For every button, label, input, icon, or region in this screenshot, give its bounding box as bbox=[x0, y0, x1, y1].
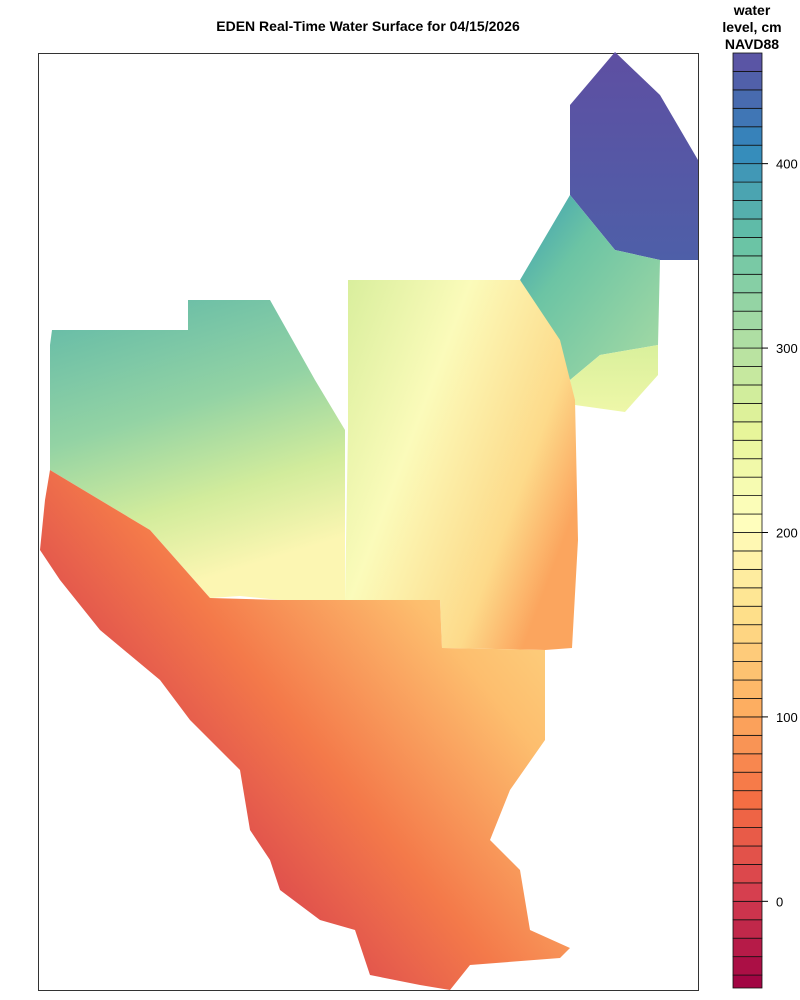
legend-band bbox=[732, 679, 763, 699]
legend-band bbox=[732, 845, 763, 865]
legend-ticks: 0 100 200 300 400 bbox=[762, 157, 798, 909]
legend-band bbox=[732, 956, 763, 976]
legend-band bbox=[732, 200, 763, 220]
legend-title-line: level, cm bbox=[722, 19, 782, 35]
legend-band bbox=[732, 753, 763, 773]
legend-band bbox=[732, 181, 763, 201]
legend-band bbox=[732, 974, 763, 989]
legend-band bbox=[732, 661, 763, 681]
legend-title-line: NAVD88 bbox=[724, 36, 780, 52]
legend-tick-label: 100 bbox=[776, 710, 798, 725]
legend-band bbox=[732, 716, 763, 736]
legend-tick-label: 0 bbox=[776, 894, 783, 909]
legend-tick-label: 400 bbox=[776, 157, 798, 172]
legend-band bbox=[732, 568, 763, 589]
legend-band bbox=[732, 218, 763, 238]
legend-band bbox=[732, 734, 763, 755]
legend-band bbox=[732, 476, 763, 497]
legend-tick-label: 200 bbox=[776, 525, 798, 540]
legend-band bbox=[732, 771, 763, 792]
legend-band bbox=[732, 347, 763, 367]
legend-band bbox=[732, 642, 763, 662]
region-south bbox=[40, 470, 570, 990]
legend-band bbox=[732, 698, 763, 718]
legend-band bbox=[732, 587, 763, 607]
legend-band bbox=[732, 439, 763, 460]
legend-band bbox=[732, 513, 763, 533]
legend-band bbox=[732, 919, 763, 939]
legend-band bbox=[732, 864, 763, 884]
legend-band bbox=[732, 900, 763, 921]
legend-band bbox=[732, 458, 763, 478]
legend-band bbox=[732, 366, 763, 386]
map-title: EDEN Real-Time Water Surface for 04/15/2… bbox=[216, 18, 520, 34]
legend-band bbox=[732, 126, 763, 146]
region-northeast bbox=[570, 52, 698, 260]
legend-band bbox=[732, 937, 763, 958]
legend-band bbox=[732, 71, 763, 91]
legend-band bbox=[732, 329, 763, 349]
legend-tick-label: 300 bbox=[776, 341, 798, 356]
legend-title-line: water bbox=[733, 2, 771, 18]
legend-band bbox=[732, 532, 763, 552]
legend-band bbox=[732, 237, 763, 257]
region-central bbox=[345, 280, 578, 650]
legend-band bbox=[732, 827, 763, 847]
legend-band bbox=[732, 624, 763, 644]
legend-band bbox=[732, 310, 763, 331]
legend-band bbox=[732, 495, 763, 515]
legend-band bbox=[732, 808, 763, 828]
legend-band bbox=[732, 292, 763, 312]
legend-band bbox=[732, 384, 763, 404]
legend-band bbox=[732, 52, 763, 72]
legend-band bbox=[732, 550, 763, 570]
legend-band bbox=[732, 163, 763, 183]
region-east-small bbox=[570, 345, 658, 412]
legend-band bbox=[732, 107, 763, 128]
legend-band bbox=[732, 605, 763, 626]
legend-band bbox=[732, 89, 763, 109]
legend-color-bar bbox=[732, 52, 763, 989]
legend-band bbox=[732, 421, 763, 441]
legend-title: water level, cm NAVD88 bbox=[712, 2, 792, 53]
region-northwest bbox=[50, 300, 345, 600]
legend-band bbox=[732, 882, 763, 902]
legend-band bbox=[732, 402, 763, 423]
legend-band bbox=[732, 144, 763, 165]
map-frame bbox=[38, 53, 699, 991]
legend-band bbox=[732, 273, 763, 294]
legend-band bbox=[732, 790, 763, 810]
legend-band bbox=[732, 255, 763, 275]
